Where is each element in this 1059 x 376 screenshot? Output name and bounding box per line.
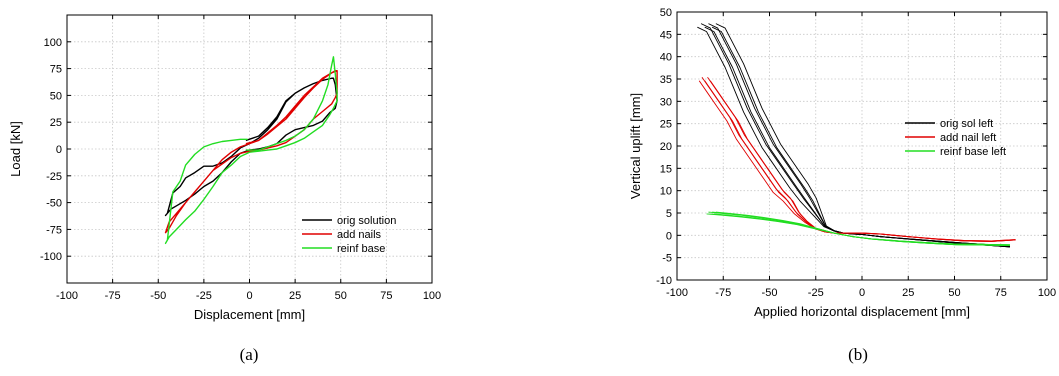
x-tick-label: 75 [995,287,1007,299]
series-reinf-base-left [706,211,1011,247]
x-tick-label: -50 [762,287,778,299]
x-axis-label: Applied horizontal displacement [mm] [754,304,970,319]
x-tick-label: 25 [289,290,301,302]
x-tick-label: 100 [1038,287,1056,299]
legend-label-reinf-base: reinf base [337,243,385,255]
series-line-orig-sol-left [715,23,1011,247]
y-tick-label: 100 [44,37,62,49]
y-tick-label: 25 [50,117,62,129]
y-tick-label: 50 [660,7,672,19]
y-tick-label: -50 [46,198,62,210]
y-tick-label: 75 [50,64,62,76]
series-orig-solution [164,77,338,217]
legend: orig sol left add nail left reinf base lef… [905,118,1006,158]
x-tick-label: 0 [246,290,252,302]
y-tick-label: 10 [660,186,672,198]
y-tick-label: 15 [660,163,672,175]
series-line-orig-solution [164,77,338,217]
y-axis-label: Load [kN] [8,121,23,177]
x-tick-label: 100 [423,290,441,302]
series-line-reinf-base-left [708,211,1011,246]
y-tick-label: -10 [656,275,672,287]
series-line-add-nail-left [709,80,1016,242]
y-tick-label: 30 [660,96,672,108]
series-line-reinf-base-left [712,211,1011,246]
x-tick-label: -75 [105,290,121,302]
x-tick-label: -100 [666,287,688,299]
y-tick-label: 35 [660,74,672,86]
figure-caption: (a) [240,345,259,364]
y-tick-label: 0 [56,144,62,156]
legend-label-orig-sol-left: orig sol left [940,118,993,130]
x-tick-label: -75 [715,287,731,299]
x-tick-label: 0 [859,287,865,299]
chart-b: -100 -75 -50 -25 0 25 50 75 100-10-5051015202530… [628,7,1056,364]
x-tick-label: 50 [948,287,960,299]
figure-caption: (b) [848,345,868,364]
series-line-reinf-base-left [715,211,1011,246]
y-tick-label: -25 [46,171,62,183]
y-tick-label: 40 [660,52,672,64]
chart-a: -100 -75 -50 -25 0 25 50 75 100 -100 -75 -50 -25 0 25 5… [8,14,441,364]
x-tick-label: 25 [902,287,914,299]
y-tick-label: 50 [50,90,62,102]
legend-label-add-nail-left: add nail left [940,132,996,144]
x-tick-label: 50 [335,290,347,302]
legend: orig solution add nails reinf base [302,215,396,255]
x-tick-label: -50 [150,290,166,302]
y-tick-label: 45 [660,29,672,41]
y-tick-label: -75 [46,224,62,236]
x-tick-label: 75 [380,290,392,302]
x-tick-label: -100 [56,290,78,302]
x-axis-label: Displacement [mm] [194,307,305,322]
y-tick-label: 5 [666,208,672,220]
series-orig-sol-left [697,23,1011,248]
y-tick-label: 25 [660,119,672,131]
y-tick-label: -100 [40,251,62,263]
y-tick-label: 20 [660,141,672,153]
legend-label-add-nails: add nails [337,229,382,241]
x-tick-label: -25 [196,290,212,302]
legend-label-orig-solution: orig solution [337,215,396,227]
x-tick-label: -25 [808,287,824,299]
series-add-nail-left [698,76,1016,242]
y-tick-label: 0 [666,230,672,242]
series-reinf-base [164,56,338,245]
series-line-reinf-base [164,56,338,245]
y-tick-label: -5 [662,253,672,265]
y-axis-label: Vertical uplift [mm] [628,93,643,199]
legend-label-reinf-base-left: reinf base left [940,146,1006,158]
